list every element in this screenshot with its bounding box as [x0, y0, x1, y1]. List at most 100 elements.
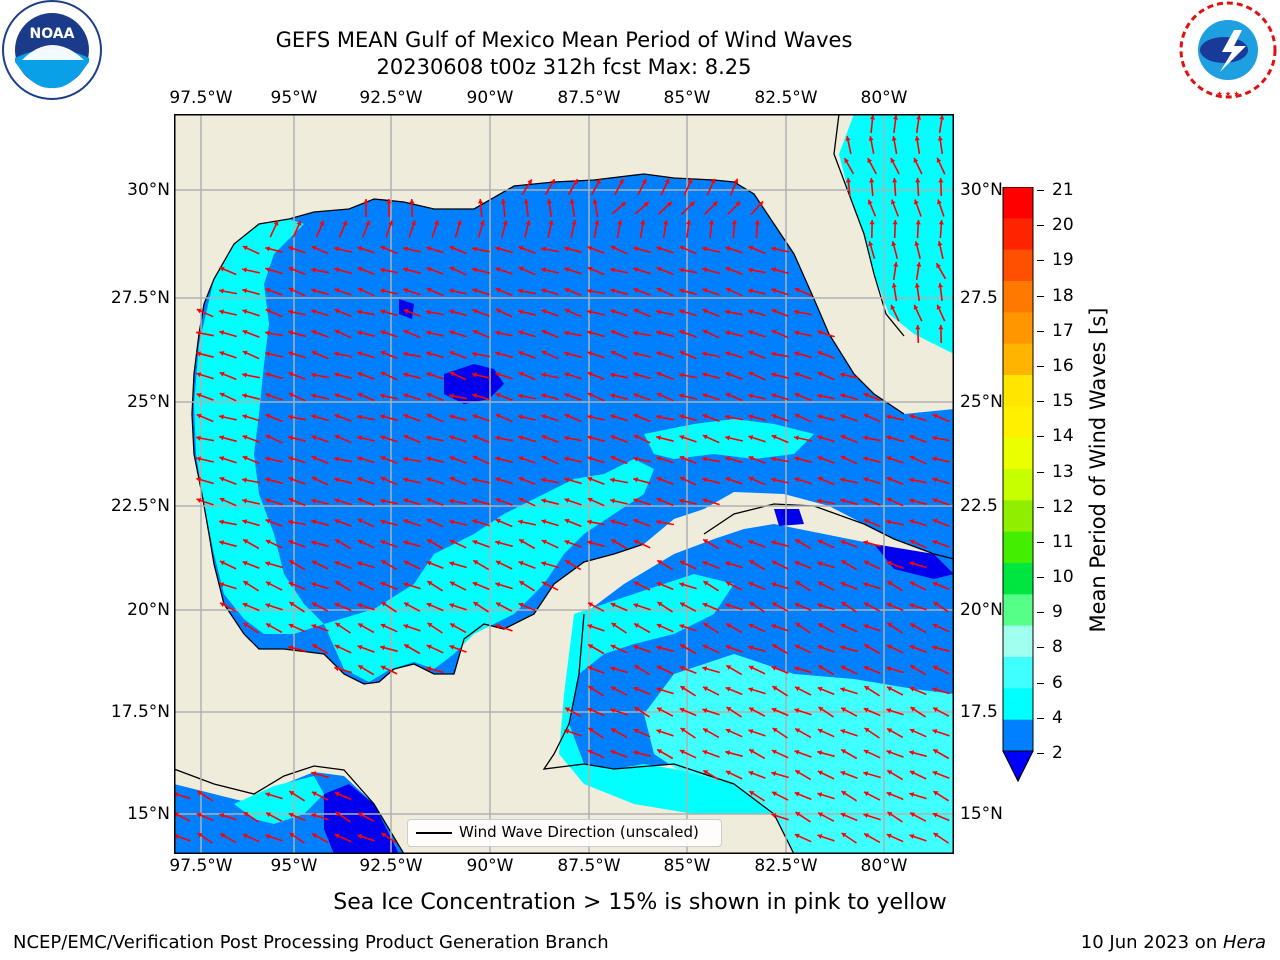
wind-wave-arrow-head	[817, 686, 823, 692]
wind-wave-arrow-head	[495, 392, 501, 398]
wind-wave-arrow-head	[541, 498, 546, 504]
wind-wave-arrow-head	[311, 519, 317, 525]
lon-label-bottom-0: 97.5°W	[169, 856, 233, 876]
wind-wave-arrow-head	[219, 266, 225, 272]
lat-label-left-1: 27.5°N	[110, 288, 170, 308]
wind-wave-arrow-head	[449, 519, 454, 525]
wind-wave-arrow-head	[288, 246, 294, 251]
wind-wave-arrow-head	[411, 220, 416, 226]
wind-wave-arrow-head	[219, 351, 225, 356]
wind-wave-arrow-head	[890, 304, 896, 310]
colorbar-band	[1003, 437, 1033, 470]
wind-wave-arrow-head	[703, 770, 709, 775]
wind-wave-arrow-head	[587, 246, 593, 251]
wind-wave-arrow-head	[892, 178, 898, 183]
wind-wave-arrow-head	[242, 329, 248, 335]
wind-wave-arrow-head	[449, 603, 455, 608]
wind-wave-arrow-head	[242, 309, 248, 314]
wind-wave-arrow-head	[403, 351, 408, 357]
wind-wave-arrow-head	[610, 519, 616, 525]
wind-wave-arrow-head	[772, 686, 778, 691]
wind-wave-arrow-head	[548, 220, 554, 225]
wind-wave-arrow-head	[288, 371, 294, 377]
wind-wave-arrow-head	[748, 245, 754, 251]
wind-wave-arrow-head	[196, 308, 202, 314]
wind-wave-arrow-head	[573, 179, 578, 185]
wind-wave-arrow-head	[633, 645, 639, 650]
wind-wave-arrow-head	[334, 372, 340, 378]
wind-wave-arrow-head	[702, 393, 708, 398]
wind-wave-arrow-head	[610, 435, 616, 440]
wind-wave-arrow-head	[679, 560, 685, 566]
wind-wave-arrow-head	[403, 560, 409, 566]
wind-wave-arrow-head	[725, 686, 731, 692]
wind-wave-arrow-head	[748, 770, 754, 776]
wind-wave-arrow-head	[610, 644, 616, 650]
wind-wave-arrow-head	[633, 686, 639, 692]
wind-wave-arrow-head	[679, 749, 685, 755]
wind-wave-arrow-head	[932, 623, 938, 629]
wind-wave-arrow-head	[219, 560, 225, 566]
wind-wave-arrow-head	[388, 220, 393, 226]
wind-wave-arrow-head	[472, 434, 478, 440]
wind-wave-arrow-head	[932, 435, 937, 441]
wind-wave-arrow-head	[334, 833, 340, 839]
wind-wave-arrow-head	[592, 199, 598, 204]
colorbar-band	[1003, 218, 1033, 251]
wind-wave-arrow-head	[449, 350, 455, 356]
wind-wave-arrow-head	[219, 414, 224, 420]
wind-wave-arrow-head	[909, 477, 914, 483]
wind-wave-arrow-head	[748, 729, 754, 734]
wind-wave-arrow-head	[588, 602, 593, 608]
wind-wave-arrow-head	[219, 288, 224, 294]
wind-wave-arrow-head	[472, 393, 478, 399]
wind-wave-arrow-head	[863, 749, 869, 755]
wind-wave-arrow-head	[610, 267, 615, 273]
wave-period-below-2-patch-1	[444, 364, 504, 404]
wind-wave-arrow-head	[541, 350, 547, 356]
wind-wave-arrow-head	[587, 371, 593, 377]
wind-wave-arrow-head	[794, 435, 799, 441]
coast-yucatan	[542, 613, 795, 855]
wind-wave-arrow-head	[725, 351, 731, 357]
wind-wave-arrow-head	[794, 372, 800, 377]
lon-label-bottom-3: 90°W	[466, 856, 514, 876]
wind-wave-arrow-head	[403, 246, 408, 252]
wind-wave-arrow-head	[564, 393, 570, 398]
colorbar-tick-mark	[1037, 682, 1044, 684]
wind-wave-arrow-head	[933, 833, 939, 838]
wind-wave-arrow-head	[426, 351, 432, 357]
wind-wave-arrow-head	[363, 199, 369, 204]
wind-wave-arrow-head	[725, 392, 731, 398]
wind-wave-arrow-head	[818, 581, 823, 587]
wind-wave-arrow-head	[909, 434, 915, 440]
wind-wave-arrow-head	[427, 539, 433, 544]
wind-wave-arrow-head	[702, 434, 708, 440]
wind-wave-arrow-head	[610, 455, 616, 461]
wind-wave-arrow-head	[679, 455, 685, 461]
wind-wave-arrow-head	[518, 245, 524, 251]
wind-wave-arrow-head	[725, 477, 731, 482]
wind-wave-arrow-head	[266, 623, 272, 628]
wind-wave-arrow-head	[656, 645, 662, 651]
wind-wave-arrow-head	[380, 371, 386, 377]
colorbar-band	[1003, 249, 1033, 282]
colorbar-tick-13: 13	[1052, 461, 1074, 482]
wind-wave-arrow-head	[243, 812, 249, 817]
wind-wave-arrow-head	[587, 497, 593, 503]
wind-wave-arrow-head	[403, 582, 409, 588]
wind-wave-arrow-head	[380, 645, 386, 651]
wind-wave-arrow-head	[196, 372, 202, 378]
colorbar-tick-mark	[1037, 471, 1044, 473]
lat-label-right-1: 27.5	[960, 288, 998, 308]
wind-wave-arrow-head	[703, 581, 709, 586]
wind-wave-arrow-head	[657, 749, 663, 754]
coast-gulf	[213, 173, 905, 415]
wind-wave-arrow-head	[725, 372, 731, 377]
wind-wave-arrow-head	[771, 477, 776, 483]
colorbar-tick-11: 11	[1052, 531, 1074, 552]
wind-wave-arrow-head	[564, 435, 569, 441]
colorbar-tick-mark	[1037, 717, 1044, 719]
wind-wave-arrow-head	[909, 603, 915, 608]
wind-wave-arrow-head	[909, 519, 915, 525]
